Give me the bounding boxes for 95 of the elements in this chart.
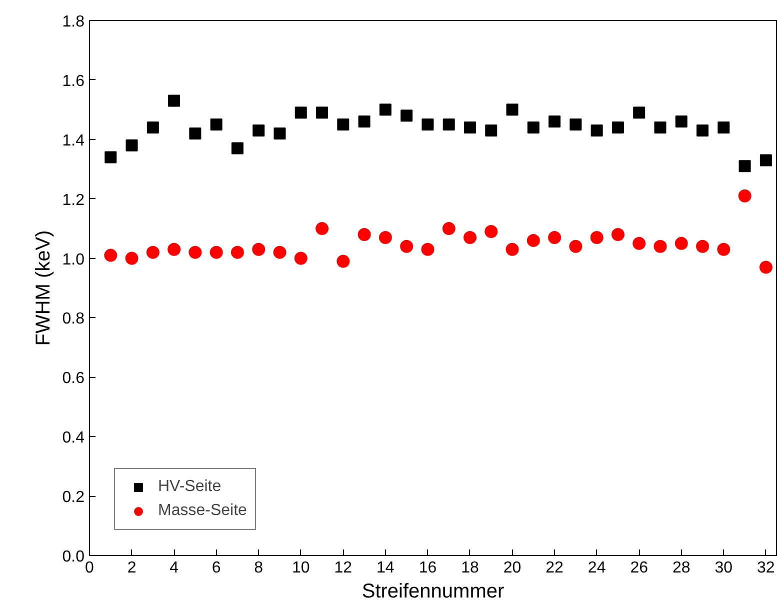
x-tick-label: 14 <box>376 560 394 576</box>
point <box>526 234 540 247</box>
y-tick-label: 0.8 <box>62 310 85 328</box>
point <box>442 118 455 131</box>
point <box>378 230 392 244</box>
point <box>358 228 371 241</box>
point <box>210 246 223 259</box>
point <box>210 118 222 131</box>
point <box>696 240 710 253</box>
point <box>718 122 730 134</box>
point <box>633 106 646 119</box>
x-tick-label: 22 <box>546 560 564 576</box>
point <box>548 116 561 128</box>
point <box>590 230 604 244</box>
point <box>632 236 646 250</box>
point <box>125 252 138 265</box>
point <box>400 240 414 253</box>
y-tick-label: 1.4 <box>62 132 85 150</box>
point <box>484 225 498 238</box>
point <box>252 124 265 136</box>
point <box>717 242 730 256</box>
y-axis-title: FWHM (keV) <box>32 230 54 346</box>
point <box>654 240 667 253</box>
y-tick-label: 1.0 <box>62 251 85 268</box>
point <box>422 118 434 131</box>
legend-label: Masse-Seite <box>158 502 247 520</box>
x-tick-label: 26 <box>630 560 648 576</box>
point <box>696 124 709 136</box>
point <box>570 118 582 131</box>
x-tick-label: 16 <box>418 560 437 576</box>
y-tick-label: 0.4 <box>62 430 85 447</box>
point <box>189 127 202 140</box>
x-tick-label: 6 <box>212 560 221 576</box>
x-axis-title: Streifennummer <box>362 580 504 602</box>
point <box>294 252 308 265</box>
x-tick-label: 20 <box>503 560 522 576</box>
x-tick-label: 24 <box>588 560 606 576</box>
point <box>146 246 160 259</box>
x-tick-label: 10 <box>292 560 310 576</box>
point <box>527 122 540 134</box>
point <box>760 154 772 166</box>
point <box>400 110 413 122</box>
point <box>146 122 159 134</box>
point <box>759 260 772 274</box>
point <box>675 116 688 128</box>
point <box>738 160 751 172</box>
point <box>336 254 350 268</box>
point <box>104 151 117 164</box>
point <box>274 127 286 140</box>
point <box>464 122 476 134</box>
point <box>612 122 624 134</box>
point <box>168 94 180 107</box>
x-tick-label: 0 <box>85 560 94 576</box>
y-tick-label: 1.6 <box>62 72 85 90</box>
point <box>674 236 688 250</box>
point <box>168 242 181 256</box>
point <box>611 228 624 241</box>
point <box>738 189 752 202</box>
point <box>485 124 498 136</box>
point <box>654 122 666 134</box>
point <box>316 222 329 236</box>
legend-label: HV-Seite <box>158 478 222 496</box>
point <box>506 242 519 256</box>
y-tick-label: 0.2 <box>62 489 85 506</box>
x-tick-label: 30 <box>714 560 733 576</box>
point <box>294 106 307 119</box>
x-tick-label: 12 <box>334 560 352 576</box>
y-tick-label: 0.6 <box>62 370 85 388</box>
point <box>337 118 350 131</box>
point <box>252 242 266 256</box>
point <box>506 104 518 116</box>
point <box>104 248 118 262</box>
x-tick-label: 2 <box>127 560 136 576</box>
x-tick-label: 18 <box>461 560 479 576</box>
point <box>421 242 434 256</box>
point <box>569 240 582 253</box>
x-tick-label: 4 <box>170 560 179 576</box>
point <box>230 246 244 259</box>
y-tick-label: 1.2 <box>62 192 85 209</box>
point <box>463 230 476 244</box>
point <box>548 230 562 244</box>
y-tick-label: 1.8 <box>62 14 85 30</box>
point <box>273 246 286 259</box>
point <box>442 222 456 236</box>
point <box>590 124 603 136</box>
y-tick-label: 0.0 <box>62 548 85 566</box>
point <box>316 106 328 119</box>
point <box>126 139 138 152</box>
point <box>379 104 392 116</box>
x-tick-label: 8 <box>254 560 264 576</box>
point <box>188 246 202 259</box>
point <box>358 116 370 128</box>
point <box>231 142 244 154</box>
x-tick-label: 32 <box>757 560 775 576</box>
x-tick-label: 28 <box>672 560 690 576</box>
